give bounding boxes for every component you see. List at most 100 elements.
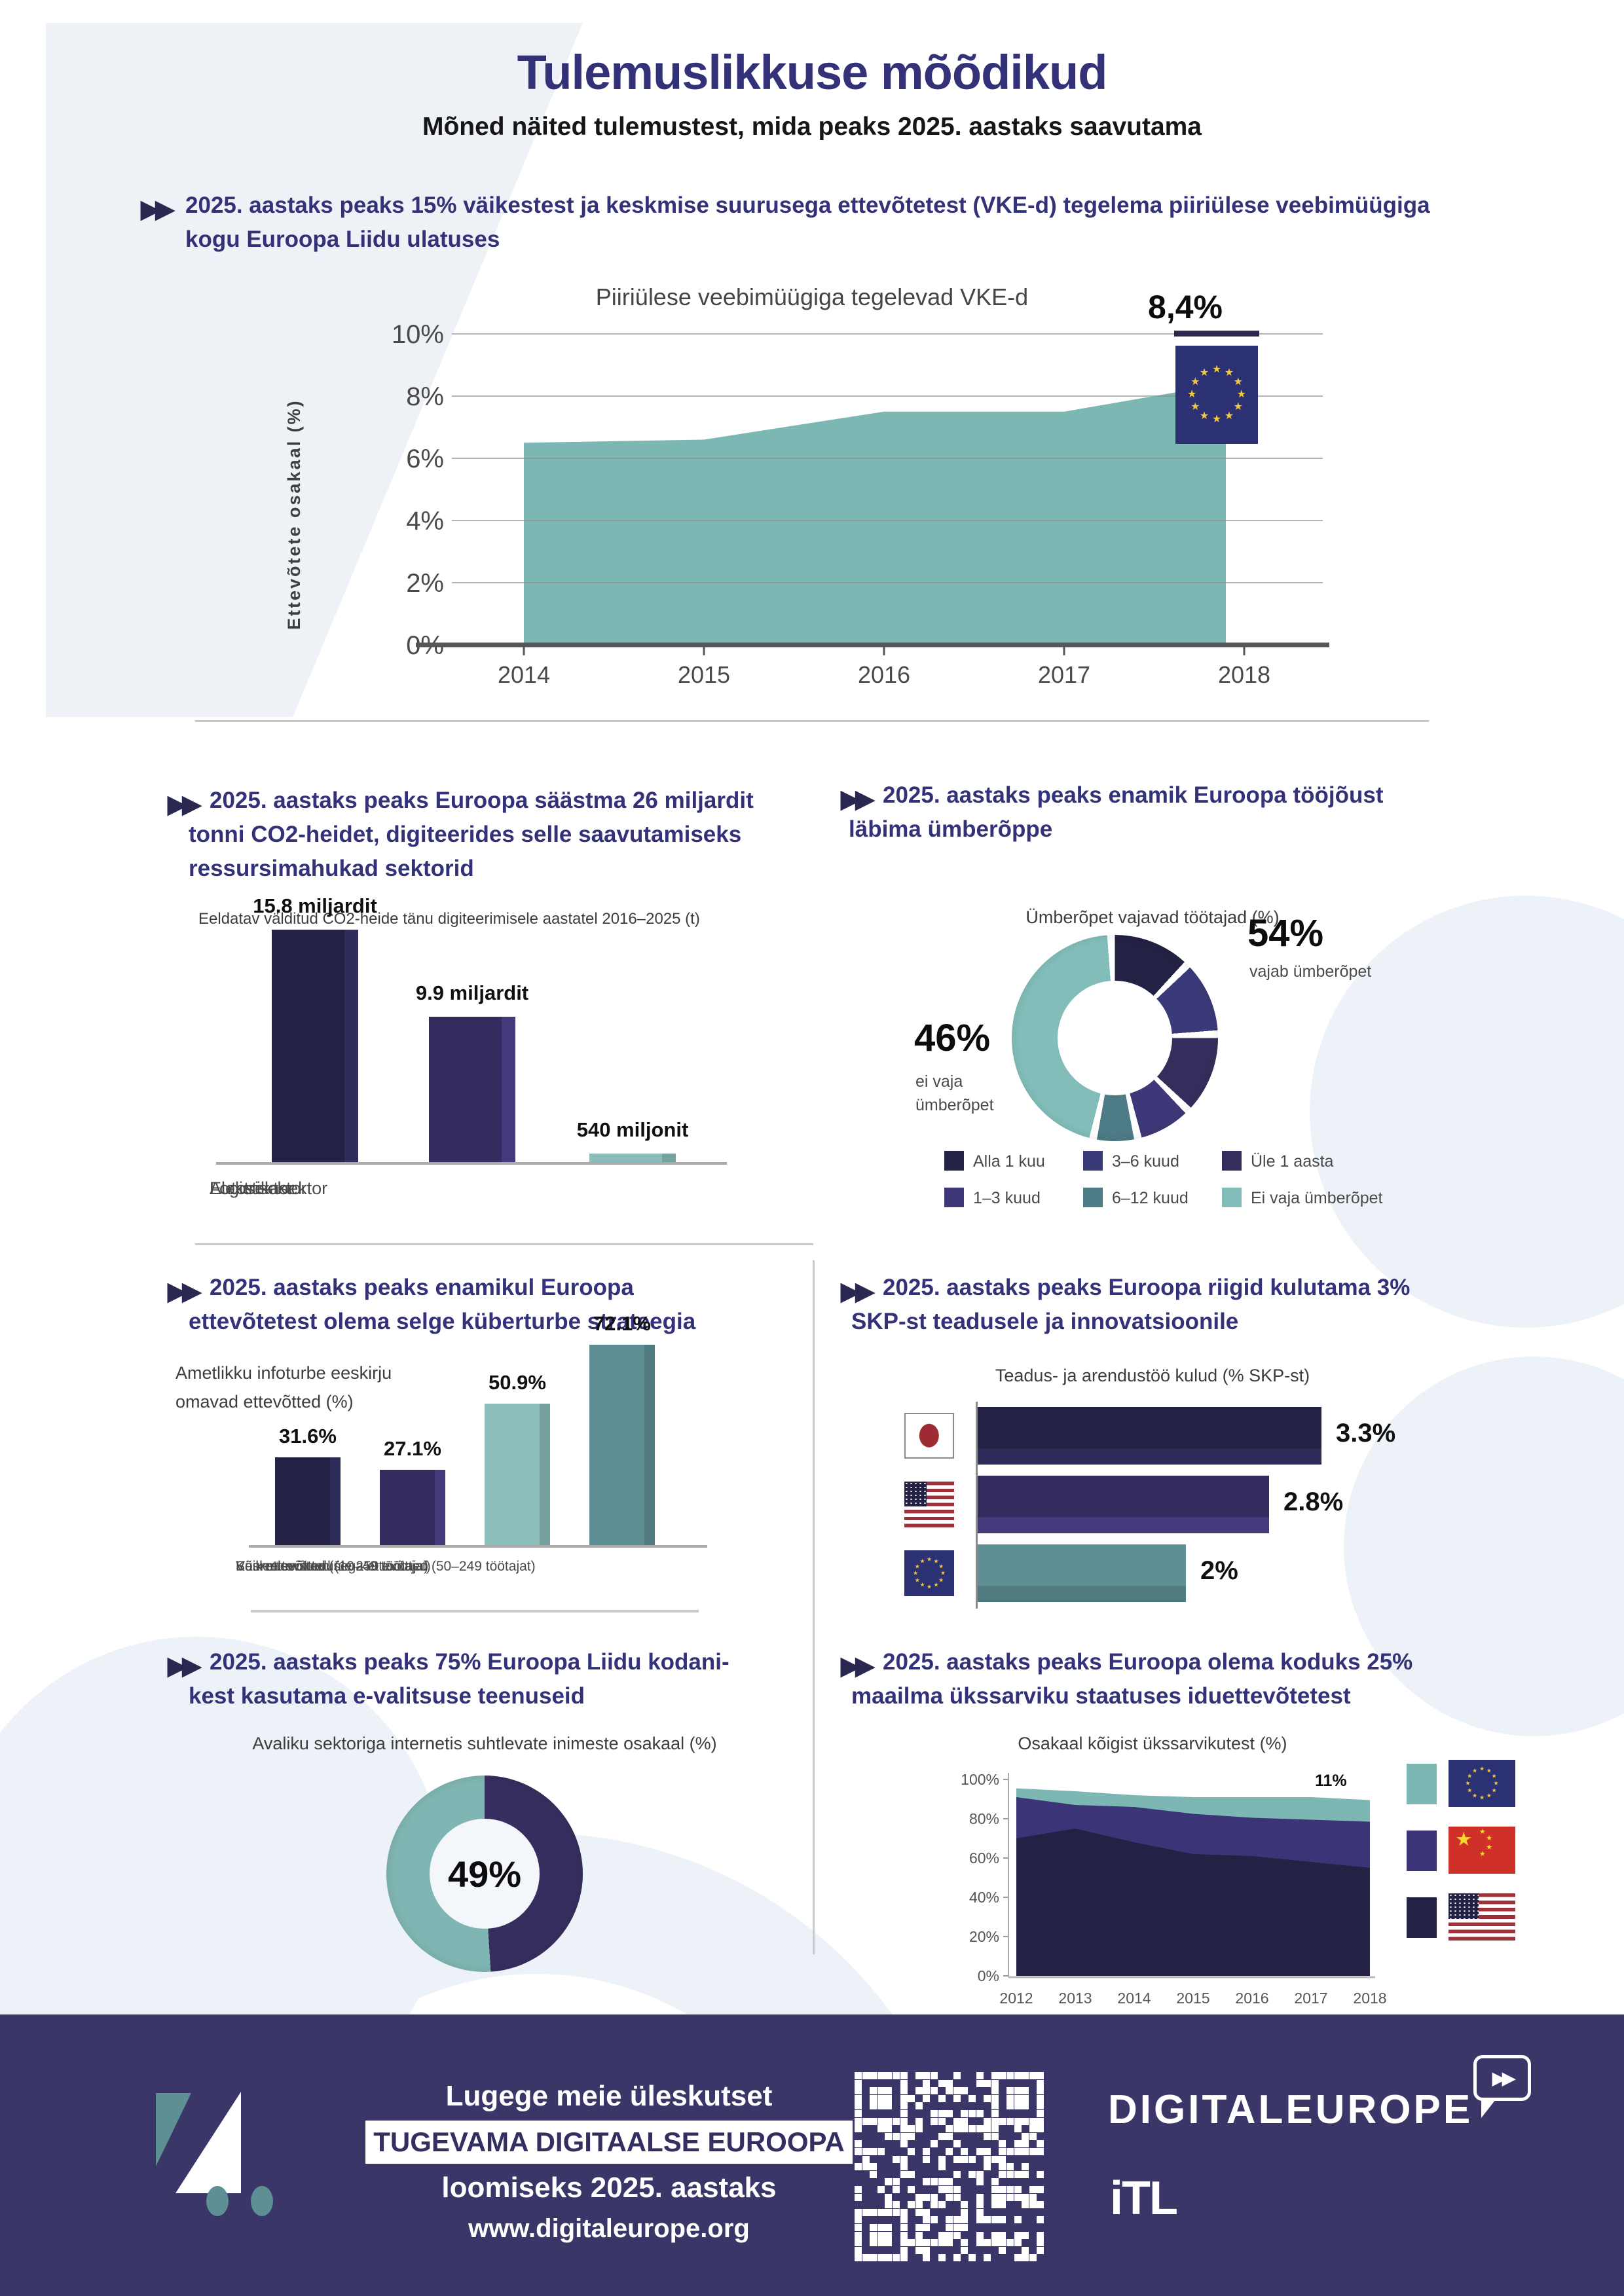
retraining-callout-46: 46% [914,1017,991,1059]
qr-module [900,2094,908,2102]
qr-module [1037,2102,1044,2110]
footer: Lugege meie üleskutset TUGEVAMA DIGITAAL… [0,2014,1624,2296]
svg-text:2015: 2015 [678,661,730,688]
qr-module [900,2239,908,2247]
qr-module [961,2224,969,2231]
svg-text:0%: 0% [978,1967,999,1984]
qr-module [1006,2117,1014,2125]
qr-module [862,2072,870,2079]
qr-module [999,2193,1006,2201]
qr-module [1014,2148,1022,2155]
qr-module [877,2239,885,2247]
qr-module [984,2079,991,2087]
qr-module [984,2163,991,2171]
qr-module [877,2072,885,2079]
qr-module [855,2231,862,2239]
footer-banner: TUGEVAMA DIGITAALSE EUROOPA [365,2121,853,2164]
qr-module [1037,2125,1044,2133]
qr-module [961,2239,969,2247]
qr-module [931,2239,938,2247]
qr-module [938,2117,946,2125]
qr-module [999,2163,1006,2171]
qr-module [991,2072,999,2079]
qr-module [862,2155,870,2163]
qr-module [1014,2193,1022,2201]
qr-module [893,2117,900,2125]
footer-line2: loomiseks 2025. aastaks [441,2172,777,2204]
qr-module [984,2216,991,2224]
cyber-bar-chart: 31.6% Kõik ettevõtted 27.1% Väikeettevõtted… [236,1312,733,1630]
svg-text:2017: 2017 [1038,661,1090,688]
qr-module [908,2094,915,2102]
qr-module [1014,2186,1022,2193]
callout-underline [1174,331,1259,337]
qr-module [885,2117,893,2125]
legend-label: 6–12 kuud [1112,1189,1189,1207]
hbar [978,1476,1269,1533]
qr-module [877,2254,885,2262]
legend-swatch [1407,1897,1437,1938]
qr-module [900,2155,908,2163]
unicorn-heading-line2: maailma ükssarviku staatuses iduettevõte… [851,1683,1351,1709]
bar-category-label: Keskmise suurusega ettevõtted (50–249 tö… [236,1559,536,1574]
qr-module [1037,2246,1044,2254]
svg-text:2018: 2018 [1353,1990,1386,2007]
bar [589,1345,655,1545]
eu-flag-icon: ★ ★ ★ ★ ★ ★ ★ ★ ★ ★ ★ ★ [1449,1760,1515,1807]
svg-text:2015: 2015 [1176,1990,1209,2007]
qr-module [999,2231,1006,2239]
qr-code [855,2072,1044,2262]
qr-module [877,2231,885,2239]
qr-module [961,2117,969,2125]
qr-module [946,2216,953,2224]
svg-text:4%: 4% [406,507,444,536]
qr-module [999,2170,1006,2178]
legend-label: 3–6 kuud [1112,1152,1179,1171]
qr-module [855,2079,862,2087]
bar-category-label: Logistikasektor [210,1178,328,1198]
qr-module [999,2117,1006,2125]
footer-url[interactable]: www.digitaleurope.org [468,2214,750,2243]
eu-flag-icon: ★ ★ ★ ★ ★ ★ ★ ★ ★ ★ ★ ★ [904,1550,954,1596]
qr-module [991,2110,999,2117]
qr-module [991,2231,999,2239]
qr-module [991,2079,999,2087]
qr-module [991,2094,999,2102]
sme-heading-line1: 2025. aastaks peaks 15% väikestest ja ke… [185,192,1430,218]
qr-module [946,2224,953,2231]
qr-module [953,2193,961,2201]
legend-swatch [1222,1188,1242,1207]
qr-module [991,2125,999,2133]
qr-module [969,2155,976,2163]
qr-module [976,2231,984,2239]
qr-module [976,2148,984,2155]
qr-module [900,2087,908,2095]
retraining-heading-line1: 2025. aastaks peaks enamik Euroopa tööjõ… [883,782,1384,808]
qr-module [953,2094,961,2102]
qr-module [900,2254,908,2262]
qr-module [991,2239,999,2247]
qr-module [900,2132,908,2140]
page-title: Tulemuslikkuse mõõdikud [517,45,1108,100]
qr-module [946,2148,953,2155]
axis-line [249,1545,707,1548]
qr-module [984,2155,991,2163]
qr-module [1022,2254,1029,2262]
svg-text:80%: 80% [969,1810,999,1827]
qr-module [991,2201,999,2209]
qr-module [991,2155,999,2163]
qr-module [991,2117,999,2125]
qr-module [877,2102,885,2110]
qr-module [1029,2254,1037,2262]
qr-module [908,2170,915,2178]
svg-text:2016: 2016 [1235,1990,1268,2007]
cyber-heading-line2: ettevõtetest olema selge küberturbe stra… [189,1309,696,1334]
qr-module [931,2110,938,2117]
qr-module [877,2087,885,2095]
svg-text:100%: 100% [961,1771,999,1788]
qr-module [999,2216,1006,2224]
speech-bubble-icon: ▶▶ [1473,2055,1531,2101]
qr-module [976,2201,984,2209]
qr-module [976,2079,984,2087]
sme-chart-ylabel: Ettevõtete osakaal (%) [284,399,304,630]
